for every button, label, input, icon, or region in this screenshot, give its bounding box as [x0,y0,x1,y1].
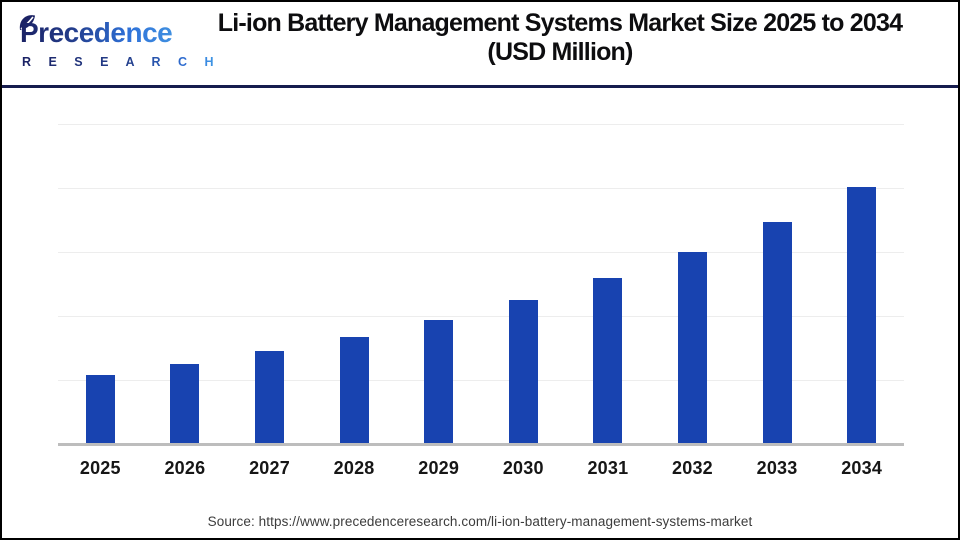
bar-slot-2026 [143,124,228,444]
x-axis: 2025 2026 2027 2028 2029 2030 2031 2032 2033 2034 [58,457,904,479]
bar-2026[interactable] [170,363,200,444]
chart-title: Li-ion Battery Management Systems Market… [172,9,948,67]
bar-series [58,124,904,444]
leaf-icon [19,15,35,30]
bar-2025[interactable] [85,374,115,444]
chart-title-line1: Li-ion Battery Management Systems Market… [217,9,903,37]
bar-slot-2028 [312,124,397,444]
x-label-2030: 2030 [502,458,544,478]
gridline-15000 [58,252,904,253]
header: Precedence R E S E A R C H Li-ion Batter… [2,2,958,85]
x-label-2033: 2033 [756,458,798,478]
bar-slot-2029 [396,124,481,444]
x-axis-line [58,443,904,446]
bar-2027[interactable] [254,351,284,444]
bar-slot-2034 [819,124,904,444]
bar-2031[interactable] [593,277,623,444]
x-label-2032: 2032 [672,458,713,478]
x-label-2034: 2034 [841,458,883,478]
bar-slot-2027 [227,124,312,444]
bar-2030[interactable] [508,300,538,444]
gridline-25000 [58,124,904,125]
bar-2034[interactable] [847,186,877,444]
source-line: Source: https://www.precedenceresearch.c… [2,514,958,529]
bar-2032[interactable] [677,251,707,444]
x-label-2025: 2025 [79,458,121,478]
x-label-2029: 2029 [418,458,460,478]
bar-slot-2030 [481,124,566,444]
bar-slot-2025 [58,124,143,444]
x-label-2031: 2031 [587,458,629,478]
x-label-2027: 2027 [249,458,290,478]
precedence-research-logo[interactable]: Precedence R E S E A R C H [16,11,214,73]
bar-2028[interactable] [339,336,369,444]
plot-area [58,124,904,446]
x-label-2028: 2028 [333,458,375,478]
bar-slot-2033 [735,124,820,444]
bar-slot-2031 [566,124,651,444]
source-text: Source: https://www.precedenceresearch.c… [207,514,753,529]
gridline-20000 [58,188,904,189]
bar-2033[interactable] [762,221,792,444]
gridline-10000 [58,316,904,317]
logo-wordmark: Precedence [20,17,173,48]
header-divider [2,85,958,88]
bar-slot-2032 [650,124,735,444]
bar-2029[interactable] [424,319,454,444]
chart-title-line2: (USD Million) [487,38,633,66]
gridline-5000 [58,380,904,381]
logo-subtitle: R E S E A R C H [22,55,221,69]
x-label-2026: 2026 [164,458,206,478]
